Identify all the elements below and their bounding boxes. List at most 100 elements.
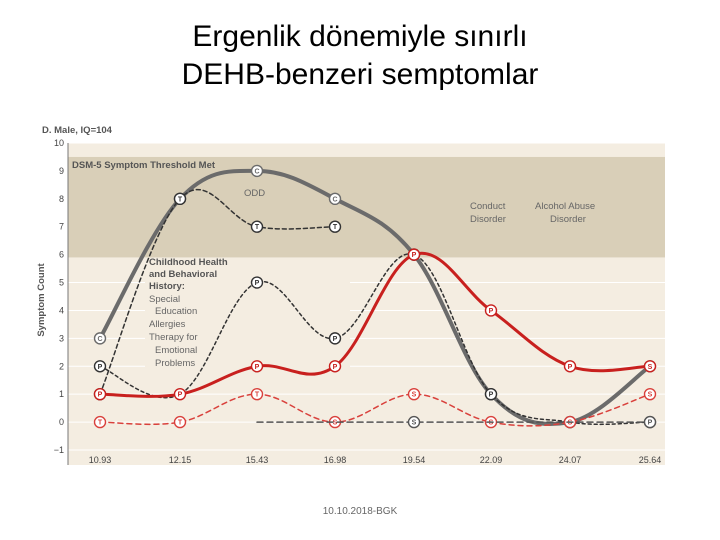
data-point <box>328 332 342 345</box>
x-tick-label: 25.64 <box>639 455 662 465</box>
data-point-label: P <box>98 392 103 399</box>
slide-footer: 10.10.2018-BGK <box>322 506 398 517</box>
slide-title-line-2: DEHB-benzeri semptomlar <box>181 58 539 91</box>
data-point-label: P <box>412 252 417 259</box>
data-point <box>173 387 187 401</box>
data-point <box>407 387 421 401</box>
series-line <box>99 393 651 427</box>
y-tick-label: 0 <box>59 417 64 427</box>
data-point-label: T <box>333 224 338 231</box>
data-point-label: P <box>568 364 573 371</box>
y-tick-labels: −1 0 1 2 3 4 5 6 7 8 9 10 <box>54 138 64 455</box>
data-point-label: C <box>97 336 102 343</box>
x-tick-label: 12.15 <box>169 455 192 465</box>
data-point-label: P <box>255 280 260 287</box>
data-point-label: C <box>254 168 259 175</box>
data-point <box>484 387 498 401</box>
y-tick-label: 2 <box>59 361 64 371</box>
data-point-label: S <box>412 420 417 427</box>
data-point <box>250 387 264 401</box>
data-point <box>173 192 187 206</box>
slide-title-line-1: Ergenlik dönemiyle sınırlı <box>192 20 528 53</box>
x-tick-label: 15.43 <box>246 455 269 465</box>
data-point-label: P <box>98 364 103 371</box>
history-line-4: Special <box>149 294 180 305</box>
data-point-label: P <box>489 392 494 399</box>
data-point <box>93 360 107 373</box>
threshold-label: DSM-5 Symptom Threshold Met <box>72 160 216 171</box>
data-point <box>250 276 264 289</box>
annotation-conduct-2: Disorder <box>470 214 506 225</box>
data-point <box>484 304 498 317</box>
data-point <box>93 332 107 345</box>
y-tick-label: 6 <box>59 250 64 260</box>
x-tick-label: 10.93 <box>89 455 112 465</box>
x-tick-label: 22.09 <box>480 455 503 465</box>
data-point <box>93 415 107 429</box>
data-point <box>643 360 657 373</box>
history-line-5: Education <box>155 306 197 317</box>
annotation-odd: ODD <box>244 188 265 199</box>
data-point-label: P <box>333 364 338 371</box>
data-point-label: T <box>178 420 183 427</box>
annotation-alcohol-2: Disorder <box>550 214 586 225</box>
data-point <box>328 192 342 206</box>
data-point <box>563 360 577 373</box>
y-tick-label: 9 <box>59 166 64 176</box>
data-point <box>173 415 187 429</box>
data-point <box>643 415 657 429</box>
y-tick-label: 7 <box>59 222 64 232</box>
data-point-label: S <box>489 420 494 427</box>
history-line-9: Problems <box>155 358 195 369</box>
series-layer: CTCCPPSSTTTTPPPPPSPPPPPPPPSTTTSSSSSSP <box>93 164 657 429</box>
history-line-6: Allergies <box>149 319 186 330</box>
history-line-8: Emotional <box>155 345 197 356</box>
y-tick-label: 5 <box>59 278 64 288</box>
y-tick-label: 3 <box>59 333 64 343</box>
subject-label: D. Male, IQ=104 <box>42 125 113 136</box>
data-point-label: P <box>489 308 494 315</box>
threshold-band <box>68 156 665 258</box>
annotation-conduct-1: Conduct <box>470 201 506 212</box>
data-point <box>643 387 657 401</box>
series-line <box>98 251 652 398</box>
series-line <box>99 189 336 395</box>
x-tick-label: 24.07 <box>559 455 582 465</box>
data-point-label: T <box>255 224 260 231</box>
data-point-label: P <box>255 364 260 371</box>
y-tick-label: 8 <box>59 194 64 204</box>
data-point-label: S <box>412 392 417 399</box>
history-line-7: Therapy for <box>149 332 198 343</box>
y-axis-label: Symptom Count <box>36 262 47 336</box>
data-point <box>250 164 264 178</box>
data-point-label: C <box>332 196 337 203</box>
data-point-label: S <box>333 420 338 427</box>
data-point-label: S <box>648 392 653 399</box>
data-point <box>328 360 342 373</box>
data-point-label: T <box>98 420 103 427</box>
data-point-label: S <box>648 364 653 371</box>
x-tick-label: 19.54 <box>403 455 426 465</box>
slide-title: Ergenlik dönemiyle sınırlı DEHB-benzeri … <box>0 18 720 94</box>
data-point-label: T <box>255 392 260 399</box>
y-tick-label: 10 <box>54 138 64 148</box>
data-point-label: S <box>568 420 573 427</box>
y-tick-label: −1 <box>54 445 64 455</box>
x-tick-labels: 10.93 12.15 15.43 16.98 19.54 22.09 24.07 25.64 <box>89 455 662 465</box>
data-point <box>407 415 421 429</box>
data-point-label: P <box>333 336 338 343</box>
data-point-label: P <box>178 392 183 399</box>
data-point <box>93 387 107 401</box>
history-text: Childhood Health and Behavioral History:… <box>149 257 228 369</box>
x-tick-label: 16.98 <box>324 455 347 465</box>
data-point <box>328 220 342 233</box>
data-point <box>407 248 421 261</box>
y-tick-label: 4 <box>59 305 64 315</box>
history-line-3: History: <box>149 281 185 292</box>
data-point <box>250 360 264 373</box>
history-box <box>145 262 350 372</box>
history-line-2: and Behavioral <box>149 269 217 280</box>
data-point <box>250 220 264 233</box>
